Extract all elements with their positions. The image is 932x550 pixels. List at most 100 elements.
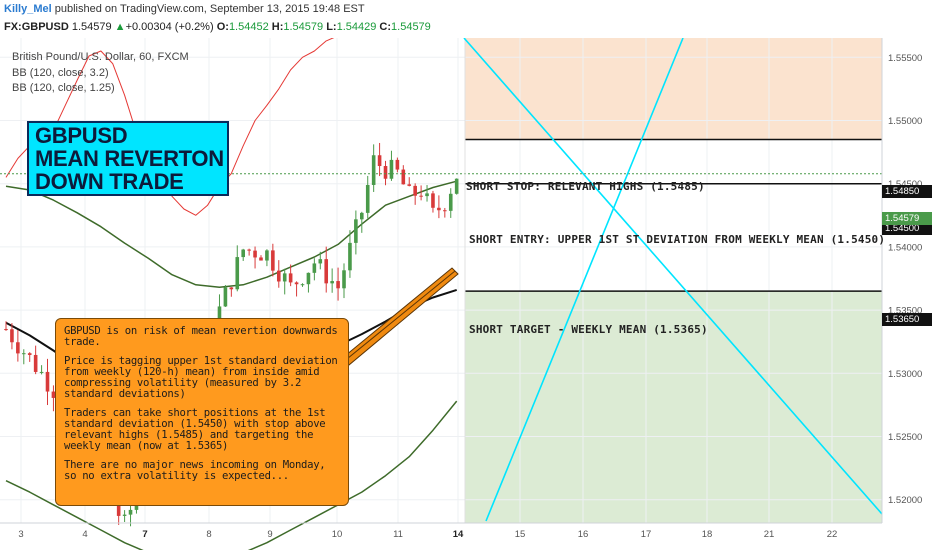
target-zone	[465, 291, 882, 523]
candle-body-4	[27, 353, 32, 355]
y-tick-label-8: 1.52000	[888, 495, 922, 506]
close-value: 1.54579	[391, 21, 431, 33]
close-label: C:	[379, 21, 392, 33]
x-tick-label-13: 22	[827, 529, 838, 540]
candle-body-45	[271, 250, 275, 271]
y-tick-label-7: 1.52500	[888, 432, 922, 443]
y-tick-label-4: 1.54000	[888, 242, 922, 253]
author-link[interactable]: Killy_Mel	[4, 3, 52, 15]
publish-line: Killy_Mel published on TradingView.com, …	[4, 3, 365, 15]
candle-body-60	[360, 212, 364, 220]
trade-title-box: GBPUSD MEAN REVERTON DOWN TRADE	[27, 121, 229, 196]
candle-body-61	[365, 184, 370, 213]
price-chart[interactable]: 1.560001.555001.550001.545001.540001.535…	[0, 38, 932, 550]
bb-legend-inner: BB (120, close, 1.25)	[12, 82, 115, 94]
series-line-0	[5, 38, 335, 216]
title-line-3: DOWN TRADE	[35, 169, 184, 194]
x-tick-label-12: 21	[764, 529, 775, 540]
candle-body-8	[51, 391, 56, 398]
candle-body-41	[247, 249, 251, 251]
candle-body-67	[401, 169, 406, 185]
candle-body-49	[294, 282, 299, 285]
candle-body-73	[437, 207, 441, 211]
axes: 1.560001.555001.550001.545001.540001.535…	[0, 38, 922, 540]
open-label: O:	[216, 21, 229, 33]
candle-body-48	[288, 273, 293, 283]
y-tick-label-6: 1.53000	[888, 369, 922, 380]
candle-body-58	[348, 242, 352, 271]
candle-body-56	[336, 281, 340, 289]
candle-body-74	[443, 210, 447, 212]
candle-body-39	[235, 257, 240, 290]
last-price-label: 1.54579	[882, 212, 932, 225]
x-tick-label-11: 18	[702, 529, 713, 540]
target-price-label: 1.53650	[882, 313, 932, 326]
open-value: 1.54452	[228, 21, 269, 33]
candle-body-52	[312, 263, 317, 273]
x-tick-label-2: 7	[142, 529, 147, 540]
note-paragraph-4: There are no major news incoming on Mond…	[64, 459, 326, 482]
target-zone-label: SHORT TARGET - WEEKLY MEAN (1.5365)	[469, 323, 708, 336]
x-tick-label-4: 9	[267, 529, 272, 540]
ohlc-line: FX:GBPUSD 1.54579 ▲+0.00304 (+0.2%) O:1.…	[4, 21, 431, 33]
candle-body-1	[10, 329, 14, 343]
candle-body-70	[419, 195, 423, 197]
x-tick-label-9: 16	[578, 529, 589, 540]
candle-body-63	[377, 155, 382, 167]
x-tick-label-0: 3	[18, 529, 23, 540]
x-tick-label-7: 14	[453, 529, 464, 540]
high-value: 1.54579	[283, 21, 324, 33]
x-tick-label-6: 11	[393, 529, 403, 540]
publish-info: published on TradingView.com, September …	[54, 3, 365, 15]
candle-body-47	[282, 273, 287, 282]
cyan-rising-line	[485, 38, 684, 522]
title-line-1: GBPUSD	[35, 123, 128, 148]
candle-body-37	[223, 287, 228, 307]
candle-body-62	[371, 155, 376, 185]
up-arrow-icon: ▲	[114, 21, 126, 33]
last-price: 1.54579	[71, 21, 112, 33]
candle-body-65	[389, 159, 394, 179]
candle-body-72	[431, 193, 435, 208]
candle-body-3	[21, 353, 26, 355]
candle-body-20	[122, 514, 127, 516]
series-line-1	[5, 180, 457, 289]
y-tick-label-1: 1.55500	[888, 53, 922, 64]
candle-body-69	[413, 185, 417, 196]
candle-body-64	[383, 166, 388, 179]
candle-body-50	[300, 284, 305, 286]
x-tick-label-8: 15	[515, 529, 526, 540]
drawing-overlay	[0, 38, 883, 523]
analysis-note: GBPUSD is on risk of mean revertion down…	[55, 318, 349, 506]
candle-body-75	[448, 193, 453, 211]
entry-zone-label: SHORT ENTRY: UPPER 1ST ST DEVIATION FROM…	[469, 233, 886, 246]
candle-body-6	[39, 371, 44, 373]
high-label: H:	[271, 21, 284, 33]
note-paragraph-2: Price is tagging upper 1st standard devi…	[64, 355, 338, 400]
note-paragraph-3: Traders can take short positions at the …	[64, 407, 326, 452]
series-line-3	[5, 400, 458, 550]
trade-zones	[465, 38, 882, 523]
x-tick-label-3: 8	[206, 529, 211, 540]
y-tick-label-2: 1.55000	[888, 116, 922, 127]
note-paragraph-1: GBPUSD is on risk of mean revertion down…	[64, 325, 338, 348]
candle-body-46	[276, 270, 281, 282]
candle-body-5	[33, 354, 38, 372]
candle-body-21	[128, 509, 133, 515]
y-tick-label-3: 1.54500	[888, 179, 922, 190]
candle-body-71	[425, 193, 429, 197]
candle-body-38	[229, 287, 234, 290]
candle-body-59	[354, 219, 358, 243]
trend-arrow-line	[341, 270, 456, 364]
candle-body-76	[454, 178, 459, 194]
candle-body-51	[306, 272, 311, 285]
low-value: 1.54429	[336, 21, 377, 33]
entry-price-label: 1.54500	[882, 222, 932, 235]
candle-body-57	[342, 270, 346, 289]
x-tick-label-1: 4	[82, 529, 87, 540]
candle-body-55	[330, 281, 334, 284]
stop-price-label: 1.54850	[882, 185, 932, 198]
y-tick-label-5: 1.53500	[888, 306, 922, 317]
candle-body-0	[4, 329, 8, 331]
low-label: L:	[326, 21, 337, 33]
